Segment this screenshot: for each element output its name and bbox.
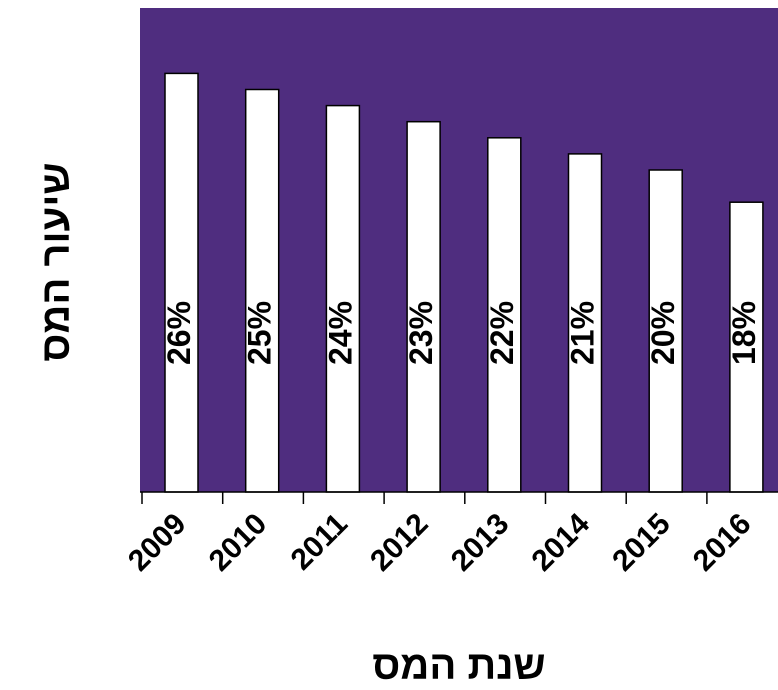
bar-2015	[648, 169, 683, 493]
x-tick-label-2012: 2012	[364, 507, 435, 578]
x-tick-label-2009: 2009	[122, 507, 193, 578]
y-axis-title: שיעור המס	[34, 162, 78, 361]
x-tick-label-2015: 2015	[606, 507, 677, 578]
bar-2010	[244, 88, 280, 493]
data-label-2010: 25%	[242, 301, 278, 365]
bars-group	[164, 72, 764, 493]
data-labels-group: 26% 25% 24% 23% 22% 21% 20% 18%	[161, 301, 762, 365]
bar-2009	[164, 72, 199, 493]
bar-2011	[325, 104, 361, 493]
data-label-2013: 22%	[484, 301, 520, 365]
x-tick-label-2010: 2010	[203, 507, 274, 578]
data-label-2012: 23%	[403, 301, 439, 365]
x-tick-labels-group: 2009 2010 2011 2012 2013 2014 2015 2016	[122, 507, 757, 578]
x-tick-label-2013: 2013	[445, 507, 516, 578]
data-label-2011: 24%	[322, 301, 358, 365]
x-axis-title: שנת המס	[372, 644, 545, 688]
x-tick-label-2011: 2011	[285, 507, 354, 576]
x-ticks-group	[141, 492, 708, 504]
data-label-2014: 21%	[564, 301, 600, 365]
bar-2016	[729, 201, 764, 493]
x-tick-label-2016: 2016	[687, 507, 758, 578]
data-label-2016: 18%	[726, 301, 762, 365]
data-label-2015: 20%	[645, 301, 681, 365]
x-tick-label-2014: 2014	[526, 507, 597, 578]
data-label-2009: 26%	[161, 301, 197, 365]
